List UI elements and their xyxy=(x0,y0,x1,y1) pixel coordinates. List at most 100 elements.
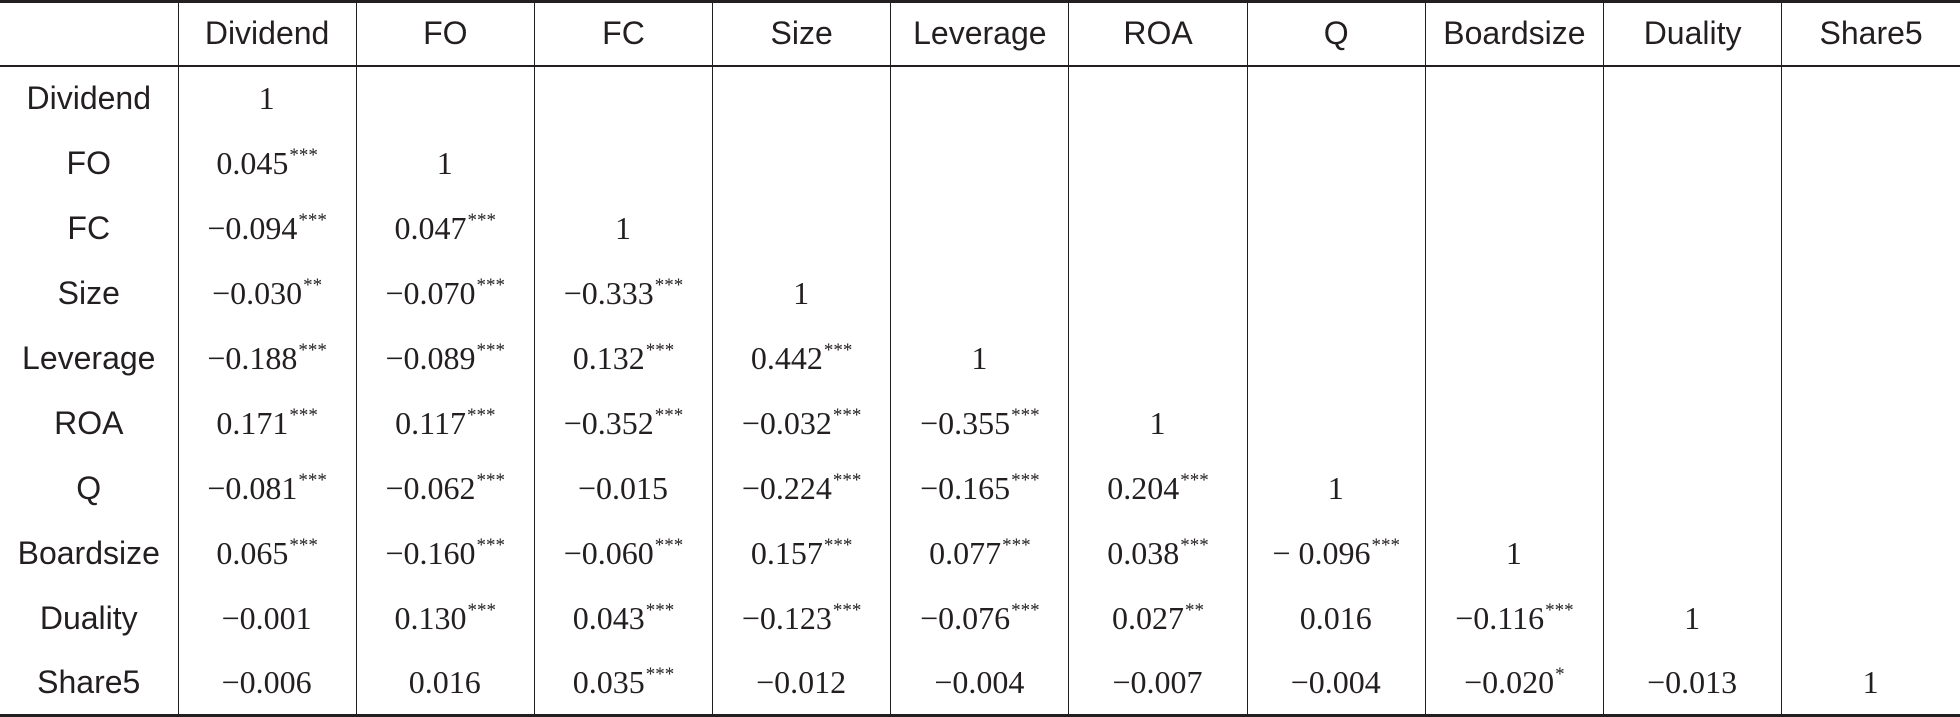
row-header: Share5 xyxy=(0,650,178,717)
table-cell: −0.123*** xyxy=(712,585,891,651)
cell-value: 0.077 xyxy=(929,534,1002,571)
significance-stars: *** xyxy=(467,599,497,621)
cell-value: 0.171 xyxy=(216,404,289,441)
table-cell xyxy=(1246,130,1426,196)
table-row: Boardsize 0.065*** −0.160*** −0.060*** 0.157… xyxy=(0,520,1960,586)
table-cell xyxy=(533,130,713,196)
table-cell xyxy=(1424,65,1604,131)
column-header: Dividend xyxy=(177,0,357,67)
table-cell xyxy=(1602,325,1782,391)
cell-value: −0.004 xyxy=(1290,663,1381,700)
table-cell: 0.016 xyxy=(1246,585,1426,651)
table-row: Q −0.081*** −0.062*** −0.015 −0.224*** −0.165… xyxy=(0,455,1960,521)
table-cell: 0.171*** xyxy=(177,390,357,456)
cell-value: −0.116 xyxy=(1455,599,1545,636)
cell-value: 1 xyxy=(793,274,810,311)
table-cell: −0.004 xyxy=(890,650,1069,717)
cell-value: 1 xyxy=(1327,469,1344,506)
cell-value: 0.038 xyxy=(1107,534,1180,571)
table-row: Duality −0.001 0.130*** 0.043*** −0.123*** −0… xyxy=(0,585,1960,651)
column-header: Boardsize xyxy=(1424,0,1604,67)
significance-stars: *** xyxy=(298,469,327,491)
table-cell xyxy=(1602,260,1782,326)
table-cell xyxy=(1602,520,1782,586)
table-cell: 0.045*** xyxy=(177,130,357,196)
row-header: FC xyxy=(67,209,111,246)
cell-value: 1 xyxy=(1149,404,1166,441)
row-header: Size xyxy=(57,274,120,311)
table-cell: 0.047*** xyxy=(355,195,535,261)
table-cell: −0.188*** xyxy=(177,325,357,391)
row-header: Q xyxy=(76,469,102,506)
cell-value: 0.065 xyxy=(216,534,289,571)
cell-value: 1 xyxy=(258,80,275,116)
significance-stars: *** xyxy=(654,404,684,426)
table-cell: 0.130*** xyxy=(355,585,535,651)
row-header: Leverage xyxy=(22,339,156,376)
table-cell xyxy=(1068,260,1248,326)
table-cell: 1 xyxy=(1781,650,1960,717)
significance-stars: *** xyxy=(466,404,496,426)
table-cell xyxy=(1246,65,1426,131)
table-cell xyxy=(1068,195,1248,261)
table-cell xyxy=(1424,390,1604,456)
table-cell xyxy=(1781,65,1960,131)
table-row: Leverage −0.188*** −0.089*** 0.132*** 0.442*… xyxy=(0,325,1960,391)
cell-value: −0.006 xyxy=(221,663,312,700)
cell-value: 0.117 xyxy=(395,404,466,441)
table-cell: −0.165*** xyxy=(890,455,1069,521)
table-cell: −0.116*** xyxy=(1424,585,1604,651)
table-cell xyxy=(1781,520,1960,586)
table-cell: −0.160*** xyxy=(355,520,535,586)
cell-value: − 0.096 xyxy=(1272,534,1371,571)
significance-stars: *** xyxy=(289,144,318,166)
cell-value: 1 xyxy=(1862,663,1879,700)
significance-stars: *** xyxy=(289,534,318,556)
cell-value: −0.020 xyxy=(1464,663,1555,700)
cell-value: 0.132 xyxy=(572,339,645,376)
table-cell: −0.224*** xyxy=(712,455,891,521)
table-cell: −0.094*** xyxy=(177,195,357,261)
table-cell xyxy=(1424,325,1604,391)
row-header: Duality xyxy=(39,599,138,636)
table-cell: −0.089*** xyxy=(355,325,535,391)
column-header: Leverage xyxy=(890,0,1069,67)
table-cell xyxy=(1781,260,1960,326)
significance-stars: *** xyxy=(298,209,327,231)
table-cell xyxy=(355,65,535,131)
cell-value: −0.070 xyxy=(385,274,476,311)
cell-value: −0.030 xyxy=(212,274,303,311)
cell-value: 0.035 xyxy=(572,663,645,700)
cell-value: −0.333 xyxy=(563,274,654,311)
significance-stars: *** xyxy=(476,469,506,491)
table-cell xyxy=(1424,130,1604,196)
table-cell xyxy=(1781,455,1960,521)
cell-value: −0.188 xyxy=(207,339,298,376)
table-cell xyxy=(1246,390,1426,456)
cell-value: −0.060 xyxy=(563,534,654,571)
table-cell: −0.060*** xyxy=(533,520,713,586)
significance-stars: *** xyxy=(654,274,684,296)
significance-stars: *** xyxy=(645,339,675,361)
cell-value: −0.032 xyxy=(741,404,832,441)
significance-stars: *** xyxy=(1011,404,1040,426)
table-cell xyxy=(890,130,1069,196)
column-header: FC xyxy=(533,0,713,67)
table-cell xyxy=(712,195,891,261)
table-row: Share5 −0.006 0.016 0.035*** −0.012 −0.004 −0.… xyxy=(0,650,1960,717)
table-cell: −0.352*** xyxy=(533,390,713,456)
table-cell: 0.027** xyxy=(1068,585,1248,651)
table-cell xyxy=(1246,325,1426,391)
cell-value: 0.047 xyxy=(394,209,467,246)
table-cell: 1 xyxy=(1602,585,1782,651)
column-header: FO xyxy=(355,0,535,67)
table-cell: −0.076*** xyxy=(890,585,1069,651)
cell-value: −0.089 xyxy=(385,339,476,376)
table-cell: −0.032*** xyxy=(712,390,891,456)
row-header: ROA xyxy=(54,404,124,441)
table-cell: −0.333*** xyxy=(533,260,713,326)
significance-stars: *** xyxy=(645,599,675,621)
table-cell xyxy=(712,65,891,131)
significance-stars: *** xyxy=(1371,534,1400,556)
